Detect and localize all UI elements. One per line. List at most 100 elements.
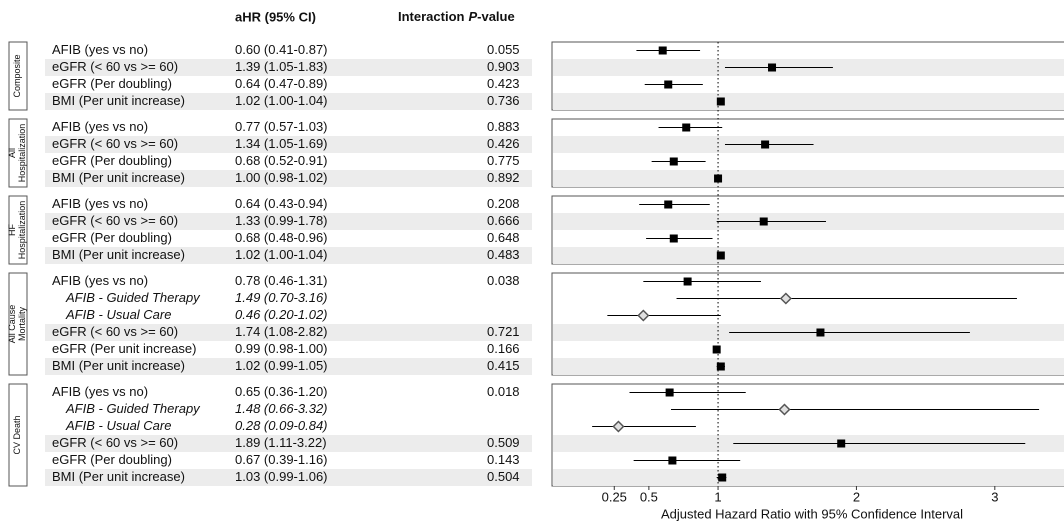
ci-text: 0.68 (0.48-0.96) xyxy=(235,230,328,245)
p-value: 0.208 xyxy=(487,196,520,211)
point-square xyxy=(716,362,725,371)
row-shade xyxy=(553,170,1064,187)
group-label-line: Composite xyxy=(12,54,22,97)
row-label: eGFR (Per doubling) xyxy=(52,452,172,467)
x-axis-label: Adjusted Hazard Ratio with 95% Confidenc… xyxy=(661,506,963,521)
x-tick-label: 0.5 xyxy=(640,489,658,504)
row-label: AFIB - Guided Therapy xyxy=(65,401,201,416)
x-tick-label: 1 xyxy=(714,489,721,504)
group-label-line: Hospitalization xyxy=(17,124,27,183)
point-square xyxy=(668,456,677,465)
ci-text: 1.03 (0.99-1.06) xyxy=(235,469,328,484)
ci-text: 1.89 (1.11-3.22) xyxy=(235,435,327,450)
ci-text: 1.02 (1.00-1.04) xyxy=(235,247,328,262)
group-label-line: All Cause xyxy=(7,305,17,344)
p-value: 0.018 xyxy=(487,384,520,399)
point-diamond xyxy=(779,292,792,305)
p-header-part: Interaction xyxy=(398,9,465,24)
point-diamond xyxy=(612,420,625,433)
p-value: 0.775 xyxy=(487,153,520,168)
row-shade xyxy=(553,247,1064,264)
p-value: 0.055 xyxy=(487,42,520,57)
group-label: All CauseMortality xyxy=(7,305,27,344)
point-diamond xyxy=(637,309,650,322)
row-shade xyxy=(45,59,532,76)
point-square xyxy=(768,63,777,72)
point-square xyxy=(761,140,770,149)
row-shade xyxy=(45,213,532,230)
ci-text: 1.02 (0.99-1.05) xyxy=(235,358,328,373)
point-square xyxy=(664,200,673,209)
p-value: 0.483 xyxy=(487,247,520,262)
row-shade xyxy=(45,435,532,452)
point-square xyxy=(665,388,674,397)
point-square xyxy=(669,234,678,243)
ci-text: 1.00 (0.98-1.02) xyxy=(235,170,328,185)
point-square xyxy=(759,217,768,226)
row-label: BMI (Per unit increase) xyxy=(52,358,185,373)
group-label: Composite xyxy=(12,54,22,97)
row-shade xyxy=(45,247,532,264)
row-label: eGFR (< 60 vs >= 60) xyxy=(52,213,178,228)
ci-text: 0.67 (0.39-1.16) xyxy=(235,452,328,467)
point-square xyxy=(718,473,727,482)
point-diamond xyxy=(778,403,791,416)
p-value: 0.166 xyxy=(487,341,520,356)
row-shade xyxy=(45,324,532,341)
point-square xyxy=(682,123,691,132)
group-label-line: CV Death xyxy=(12,415,22,454)
group-box xyxy=(8,195,28,265)
row-shade xyxy=(553,469,1064,486)
group-label-line: Mortality xyxy=(17,307,27,342)
ci-text: 1.39 (1.05-1.83) xyxy=(235,59,328,74)
ci-text: 0.28 (0.09-0.84) xyxy=(235,418,328,433)
group-label: CV Death xyxy=(12,415,22,454)
row-label: BMI (Per unit increase) xyxy=(52,170,185,185)
point-square xyxy=(816,328,825,337)
ci-text: 0.68 (0.52-0.91) xyxy=(235,153,328,168)
ci-text: 0.77 (0.57-1.03) xyxy=(235,119,328,134)
group-label: AllHospitalization xyxy=(7,124,27,183)
row-label: BMI (Per unit increase) xyxy=(52,247,185,262)
p-value: 0.423 xyxy=(487,76,520,91)
ci-text: 1.02 (1.00-1.04) xyxy=(235,93,328,108)
row-label: AFIB (yes vs no) xyxy=(52,42,148,57)
p-value: 0.509 xyxy=(487,435,520,450)
p-value: 0.415 xyxy=(487,358,520,373)
point-square xyxy=(837,439,846,448)
row-label: AFIB (yes vs no) xyxy=(52,119,148,134)
row-label: eGFR (< 60 vs >= 60) xyxy=(52,324,178,339)
ci-text: 1.34 (1.05-1.69) xyxy=(235,136,328,151)
row-shade xyxy=(45,358,532,375)
row-label: BMI (Per unit increase) xyxy=(52,469,185,484)
p-value: 0.736 xyxy=(487,93,520,108)
row-label: AFIB - Guided Therapy xyxy=(65,290,201,305)
row-label: AFIB (yes vs no) xyxy=(52,196,148,211)
ci-text: 0.60 (0.41-0.87) xyxy=(235,42,328,57)
row-label: BMI (Per unit increase) xyxy=(52,93,185,108)
p-value: 0.504 xyxy=(487,469,520,484)
ci-text: 0.65 (0.36-1.20) xyxy=(235,384,328,399)
row-shade xyxy=(553,358,1064,375)
p-value: 0.883 xyxy=(487,119,520,134)
point-square xyxy=(712,345,721,354)
row-label: AFIB (yes vs no) xyxy=(52,273,148,288)
point-square xyxy=(669,157,678,166)
ci-text: 1.48 (0.66-3.32) xyxy=(235,401,328,416)
x-tick-label: 0.25 xyxy=(602,489,627,504)
p-value: 0.038 xyxy=(487,273,520,288)
row-label: AFIB (yes vs no) xyxy=(52,384,148,399)
p-value: 0.903 xyxy=(487,59,520,74)
row-shade xyxy=(553,93,1064,110)
p-value: 0.143 xyxy=(487,452,520,467)
p-value: 0.721 xyxy=(487,324,520,339)
row-label: AFIB - Usual Care xyxy=(65,307,171,322)
row-label: eGFR (< 60 vs >= 60) xyxy=(52,435,178,450)
row-label: AFIB - Usual Care xyxy=(65,418,171,433)
row-label: eGFR (Per doubling) xyxy=(52,76,172,91)
ci-text: 0.99 (0.98-1.00) xyxy=(235,341,328,356)
point-square xyxy=(716,251,725,260)
p-header-part: -value xyxy=(477,9,515,24)
